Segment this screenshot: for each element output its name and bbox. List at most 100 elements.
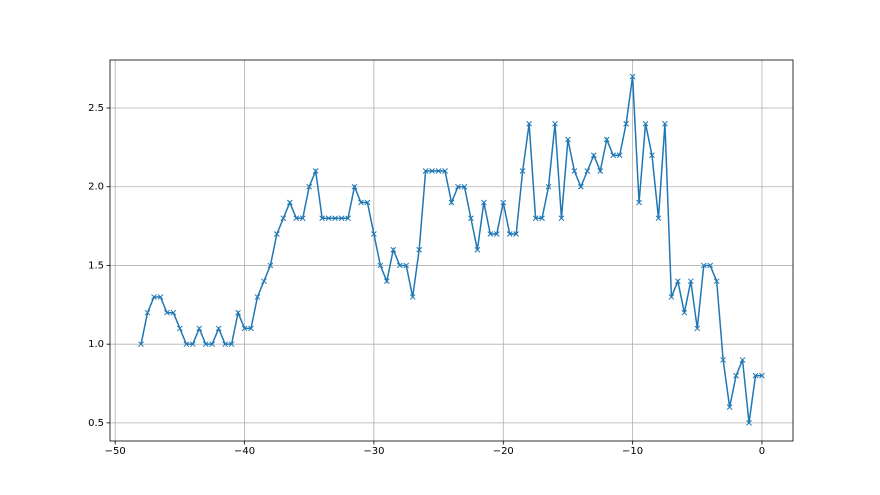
y-tick-label: 1.0 <box>88 339 104 350</box>
marker <box>493 231 500 237</box>
marker <box>241 325 248 332</box>
marker <box>235 309 241 316</box>
marker <box>338 215 345 222</box>
x-tick-label: −10 <box>622 446 643 457</box>
marker <box>345 215 351 222</box>
marker <box>435 168 442 174</box>
marker <box>759 372 765 379</box>
marker <box>545 183 552 190</box>
x-tick-label: −40 <box>234 446 255 457</box>
marker <box>299 215 306 222</box>
x-tick-label: −20 <box>493 446 514 457</box>
marker <box>261 278 267 285</box>
y-tick-label: 2.5 <box>88 103 104 114</box>
marker <box>442 168 448 174</box>
marker <box>364 199 371 206</box>
marker <box>267 262 274 269</box>
marker <box>668 294 675 300</box>
marker <box>597 168 604 174</box>
marker <box>306 183 313 190</box>
marker <box>487 231 494 237</box>
plot-frame <box>109 59 794 442</box>
marker <box>383 278 390 285</box>
marker <box>183 341 190 348</box>
marker <box>351 183 358 190</box>
marker <box>286 199 293 206</box>
marker <box>752 372 759 379</box>
x-tick-label: 0 <box>759 446 765 457</box>
marker <box>429 168 435 174</box>
y-tick-label: 1.5 <box>88 260 104 271</box>
marker <box>461 183 468 190</box>
marker <box>138 341 144 348</box>
marker <box>222 341 228 348</box>
marker <box>603 136 610 143</box>
y-tick-label: 2.0 <box>88 182 104 193</box>
marker <box>662 120 668 127</box>
marker <box>280 215 287 222</box>
marker <box>319 215 325 222</box>
marker <box>390 246 397 253</box>
marker <box>526 120 532 127</box>
x-tick-label: −50 <box>105 446 126 457</box>
marker <box>707 262 714 269</box>
marker <box>513 231 520 237</box>
marker <box>655 215 662 222</box>
marker <box>720 357 727 363</box>
marker <box>739 357 746 363</box>
marker <box>623 120 629 127</box>
marker <box>215 325 222 332</box>
marker <box>144 309 151 316</box>
marker <box>649 152 655 159</box>
marker <box>274 231 280 237</box>
marker <box>396 262 403 269</box>
marker <box>681 309 688 316</box>
marker <box>590 152 597 159</box>
marker <box>687 278 694 285</box>
marker <box>571 168 578 174</box>
marker <box>629 73 636 80</box>
marker <box>202 341 209 348</box>
marker <box>325 215 332 222</box>
marker <box>636 199 642 206</box>
marker <box>519 168 526 174</box>
marker <box>176 325 183 332</box>
line <box>140 76 762 423</box>
marker <box>157 294 164 300</box>
marker <box>675 278 681 285</box>
marker <box>700 262 707 269</box>
marker <box>474 246 481 253</box>
marker <box>733 372 739 379</box>
x-tick-label: −30 <box>363 446 384 457</box>
marker <box>170 309 177 316</box>
marker <box>468 215 474 222</box>
marker <box>746 420 752 426</box>
marker <box>480 199 487 206</box>
y-tick-label: 0.5 <box>88 418 104 429</box>
marker <box>209 341 216 348</box>
marker <box>196 325 203 332</box>
marker <box>616 152 623 159</box>
marker <box>584 168 591 174</box>
marker <box>506 231 513 237</box>
marker <box>642 120 649 127</box>
marker <box>532 215 539 222</box>
marker <box>248 325 254 332</box>
marker <box>726 404 733 411</box>
marker <box>448 199 455 206</box>
marker <box>164 309 170 316</box>
marker <box>151 294 157 300</box>
marker <box>371 231 377 237</box>
marker <box>189 341 196 348</box>
marker <box>403 262 410 269</box>
marker <box>500 199 507 206</box>
marker <box>422 168 429 174</box>
marker <box>228 341 235 348</box>
marker <box>377 262 384 269</box>
marker <box>254 294 261 300</box>
marker <box>358 199 364 206</box>
marker <box>558 215 565 222</box>
marker <box>416 246 423 253</box>
marker <box>694 325 701 332</box>
